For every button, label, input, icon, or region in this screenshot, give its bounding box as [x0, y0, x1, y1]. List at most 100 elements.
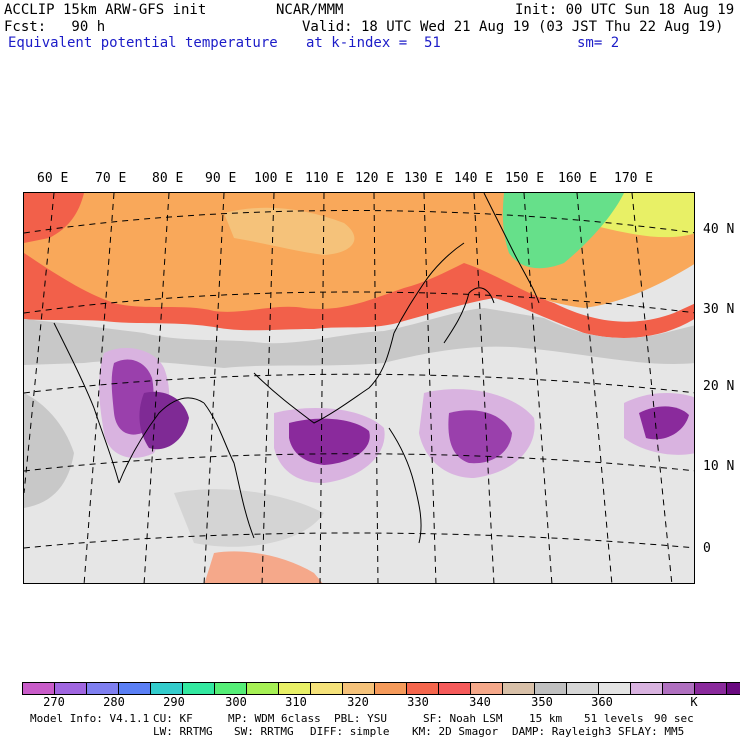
- footer-item: DAMP: Rayleigh3: [512, 725, 612, 738]
- colorbar-swatch: [23, 683, 55, 694]
- lat-label: 20 N: [703, 379, 735, 394]
- model-title: ACCLIP 15km ARW-GFS init: [4, 2, 207, 18]
- colorbar-swatch: [631, 683, 663, 694]
- graticule-lat-0: [24, 532, 694, 549]
- lon-label: 160 E: [558, 171, 598, 186]
- colorbar-tick: 330: [407, 695, 429, 709]
- purple-dark-wpac: [448, 410, 512, 464]
- warm-band-red: [24, 253, 694, 338]
- footer-item: Model Info: V4.1.1: [30, 712, 150, 725]
- colorbar-tick: 340: [469, 695, 491, 709]
- lon-label: 70 E: [95, 171, 127, 186]
- lon-label: 120 E: [355, 171, 395, 186]
- colorbar-swatch: [599, 683, 631, 694]
- colorbar-tick: 360: [591, 695, 613, 709]
- colorbar-swatch: [55, 683, 87, 694]
- colorbar-swatch: [151, 683, 183, 694]
- lon-label: 110 E: [305, 171, 345, 186]
- lat-label: 30 N: [703, 302, 735, 317]
- graticule: [24, 193, 694, 583]
- colorbar-swatch: [183, 683, 215, 694]
- colorbar-swatch: [695, 683, 727, 694]
- coastline-china-east: [393, 242, 465, 334]
- colorbar-tick: 280: [103, 695, 125, 709]
- coastline-india-east: [118, 397, 205, 484]
- grey-band: [24, 308, 694, 368]
- colorbar-swatch: [311, 683, 343, 694]
- graticule-lat-30: [24, 291, 694, 314]
- colorbar-swatch: [247, 683, 279, 694]
- lon-label: 100 E: [254, 171, 294, 186]
- colorbar-swatch: [119, 683, 151, 694]
- colorbar-tick: 300: [225, 695, 247, 709]
- colorbar-swatch: [663, 683, 695, 694]
- colorbar-swatch: [567, 683, 599, 694]
- coastline-philippines: [388, 427, 422, 544]
- forecast-hour: Fcst: 90 h: [4, 19, 106, 35]
- warm-patch-mongolia: [224, 207, 355, 255]
- footer-item: 90 sec: [654, 712, 694, 725]
- coastline-japan: [443, 287, 495, 344]
- footer-item: DIFF: simple: [310, 725, 390, 738]
- colorbar-tick: 350: [531, 695, 553, 709]
- colorbar-swatch: [407, 683, 439, 694]
- coastline-china-south: [253, 332, 395, 424]
- lon-label: 90 E: [205, 171, 237, 186]
- lon-label: 150 E: [505, 171, 545, 186]
- lat-label: 40 N: [703, 222, 735, 237]
- colorbar-swatch: [471, 683, 503, 694]
- footer-item: 15 km: [529, 712, 563, 725]
- colorbar-tick: 310: [285, 695, 307, 709]
- colorbar-swatch: [375, 683, 407, 694]
- colorbar-swatch: [215, 683, 247, 694]
- coastline-kamchatka: [483, 193, 540, 304]
- map-canvas: [24, 193, 694, 583]
- lon-label: 140 E: [454, 171, 494, 186]
- lon-label: 170 E: [614, 171, 654, 186]
- purple-dark-east: [639, 406, 689, 440]
- colorbar-unit: K: [690, 695, 698, 709]
- coastlines: [53, 193, 540, 544]
- footer-item: SF: Noah LSM: [423, 712, 503, 725]
- colorbar-swatch: [343, 683, 375, 694]
- colorbar-swatch: [535, 683, 567, 694]
- colorbar-tick: 320: [347, 695, 369, 709]
- footer-item: SFLAY: MM5: [618, 725, 685, 738]
- purple-dark-scs: [289, 418, 370, 465]
- footer-item: MP: WDM 6class: [228, 712, 321, 725]
- colorbar-tick: 270: [43, 695, 65, 709]
- grey-indian-ocean: [174, 489, 324, 547]
- footer-item: LW: RRTMG: [153, 725, 213, 738]
- colorbar-tick: 290: [163, 695, 185, 709]
- purple-bay-bengal: [139, 391, 189, 450]
- footer-item: SW: RRTMG: [234, 725, 294, 738]
- footer-item: KM: 2D Smagor: [412, 725, 499, 738]
- lon-label: 60 E: [37, 171, 69, 186]
- lat-label: 10 N: [703, 459, 735, 474]
- lat-label: 0: [703, 541, 711, 556]
- graticule-lat-40: [24, 210, 694, 234]
- graticule-lat-10: [24, 453, 694, 472]
- valid-time: Valid: 18 UTC Wed 21 Aug 19 (03 JST Thu …: [302, 19, 724, 35]
- init-time: Init: 00 UTC Sun 18 Aug 19: [515, 2, 735, 18]
- level-index: at k-index = 51: [306, 35, 441, 51]
- footer-item: CU: KF: [153, 712, 193, 725]
- lon-label: 80 E: [152, 171, 184, 186]
- colorbar-swatch: [279, 683, 311, 694]
- footer-item: PBL: YSU: [334, 712, 387, 725]
- colorbar-swatch: [503, 683, 535, 694]
- colorbar: [22, 682, 740, 695]
- grey-arabian-sea: [24, 393, 74, 508]
- cool-band-yellow: [24, 193, 694, 238]
- smoothing: sm= 2: [577, 35, 620, 51]
- field-name: Equivalent potential temperature: [8, 35, 278, 51]
- cool-band-green: [502, 193, 624, 269]
- colorbar-swatch: [439, 683, 471, 694]
- warm-patch-indonesia: [204, 551, 323, 583]
- graticule-lat-20: [24, 373, 694, 394]
- footer-item: 51 levels: [584, 712, 644, 725]
- colorbar-swatch: [727, 683, 740, 694]
- theta-e-map: [23, 192, 695, 584]
- institution: NCAR/MMM: [276, 2, 344, 18]
- lon-label: 130 E: [404, 171, 444, 186]
